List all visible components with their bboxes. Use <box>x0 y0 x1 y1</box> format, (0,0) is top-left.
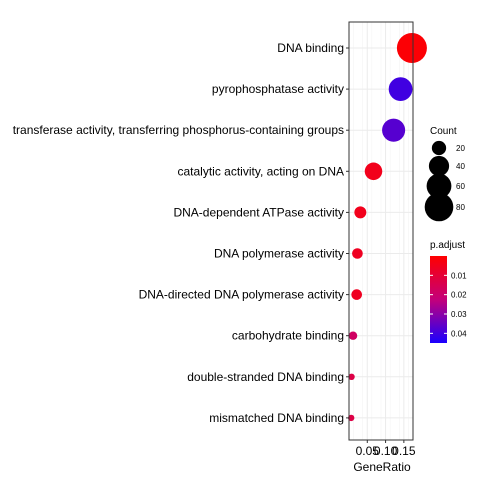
x-axis-tick-label: 0.10 <box>374 444 398 458</box>
data-point <box>354 206 367 219</box>
data-point <box>364 162 383 181</box>
count-legend-label: 60 <box>456 182 465 191</box>
count-legend-dot <box>426 173 452 199</box>
y-axis-label: carbohydrate binding <box>232 329 344 343</box>
y-axis-label: DNA-directed DNA polymerase activity <box>139 288 344 302</box>
count-legend-label: 80 <box>456 203 465 212</box>
data-point <box>351 289 362 300</box>
p-adjust-colorbar <box>430 256 447 343</box>
x-axis-tick-label: 0.05 <box>356 444 380 458</box>
data-point <box>396 32 427 64</box>
data-point <box>348 331 358 340</box>
y-axis-label: DNA binding <box>277 41 344 55</box>
data-point <box>352 248 363 259</box>
data-point <box>388 77 413 101</box>
p-adjust-legend: p.adjust 0.01 0.02 0.03 0.04 <box>430 240 467 343</box>
data-point <box>347 414 355 422</box>
p-adjust-legend-label: 0.03 <box>451 310 467 319</box>
y-axis-label: DNA-dependent ATPase activity <box>173 205 344 219</box>
data-points <box>347 32 427 422</box>
x-axis-tick-label: 0.15 <box>392 444 416 458</box>
p-adjust-legend-label: 0.01 <box>451 271 467 280</box>
panel-border <box>348 21 414 441</box>
p-adjust-legend-label: 0.04 <box>451 329 467 338</box>
y-axis: DNA binding pyrophosphatase activity trans… <box>13 41 349 425</box>
x-axis: 0.050.100.15 <box>356 440 416 458</box>
count-legend-dot <box>424 192 454 222</box>
count-legend-dot <box>431 140 447 156</box>
count-legend-title: Count <box>430 126 457 137</box>
data-point <box>382 118 406 142</box>
data-point <box>348 373 355 380</box>
count-legend-label: 20 <box>456 144 465 153</box>
x-axis-title: GeneRatio <box>353 460 411 474</box>
p-adjust-legend-label: 0.02 <box>451 291 467 300</box>
p-adjust-legend-title: p.adjust <box>430 240 465 251</box>
y-axis-label: transferase activity, transferring phosp… <box>13 123 344 137</box>
count-legend: Count 20 40 60 80 <box>424 126 465 222</box>
y-axis-label: pyrophosphatase activity <box>212 82 344 96</box>
y-axis-label: DNA polymerase activity <box>214 247 344 261</box>
count-legend-label: 40 <box>456 162 465 171</box>
y-axis-label: catalytic activity, acting on DNA <box>177 164 344 178</box>
y-axis-label: double-stranded DNA binding <box>187 370 344 384</box>
y-axis-label: mismatched DNA binding <box>209 411 344 425</box>
count-legend-dot <box>428 155 450 177</box>
